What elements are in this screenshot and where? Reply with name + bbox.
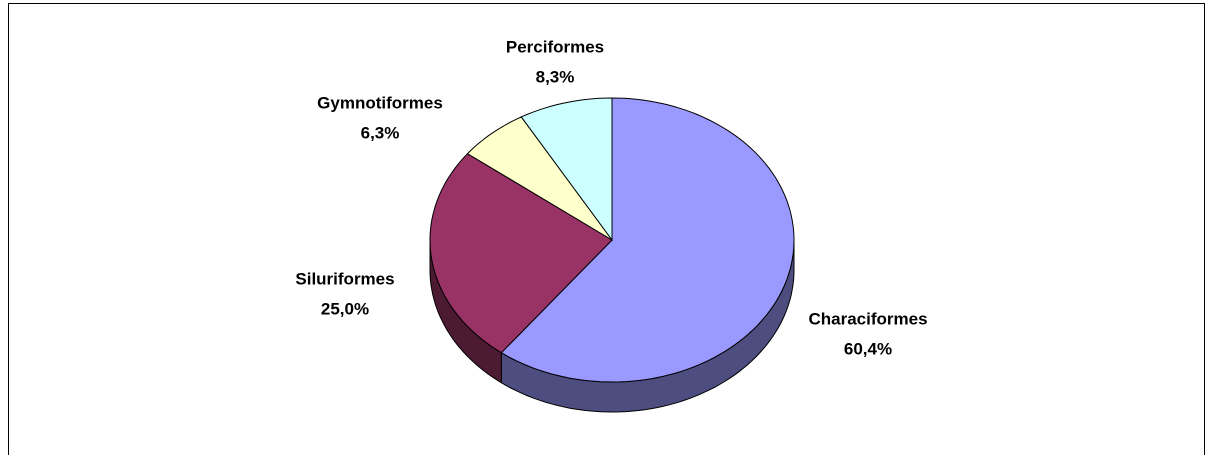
slice-value-label: 60,4% [844,339,892,358]
pie-slice [520,97,613,242]
slice-label: Perciformes [506,37,604,56]
slice-value-label: 6,3% [361,123,400,142]
pie-slice [429,153,613,354]
slice-label: Gymnotiformes [317,93,443,112]
slice-label: Siluriformes [295,269,394,288]
slice-value-label: 25,0% [321,299,369,318]
slice-value-label: 8,3% [536,67,575,86]
pie-slice [500,97,795,383]
pie-slice [466,116,613,241]
slice-label: Characiformes [808,309,927,328]
